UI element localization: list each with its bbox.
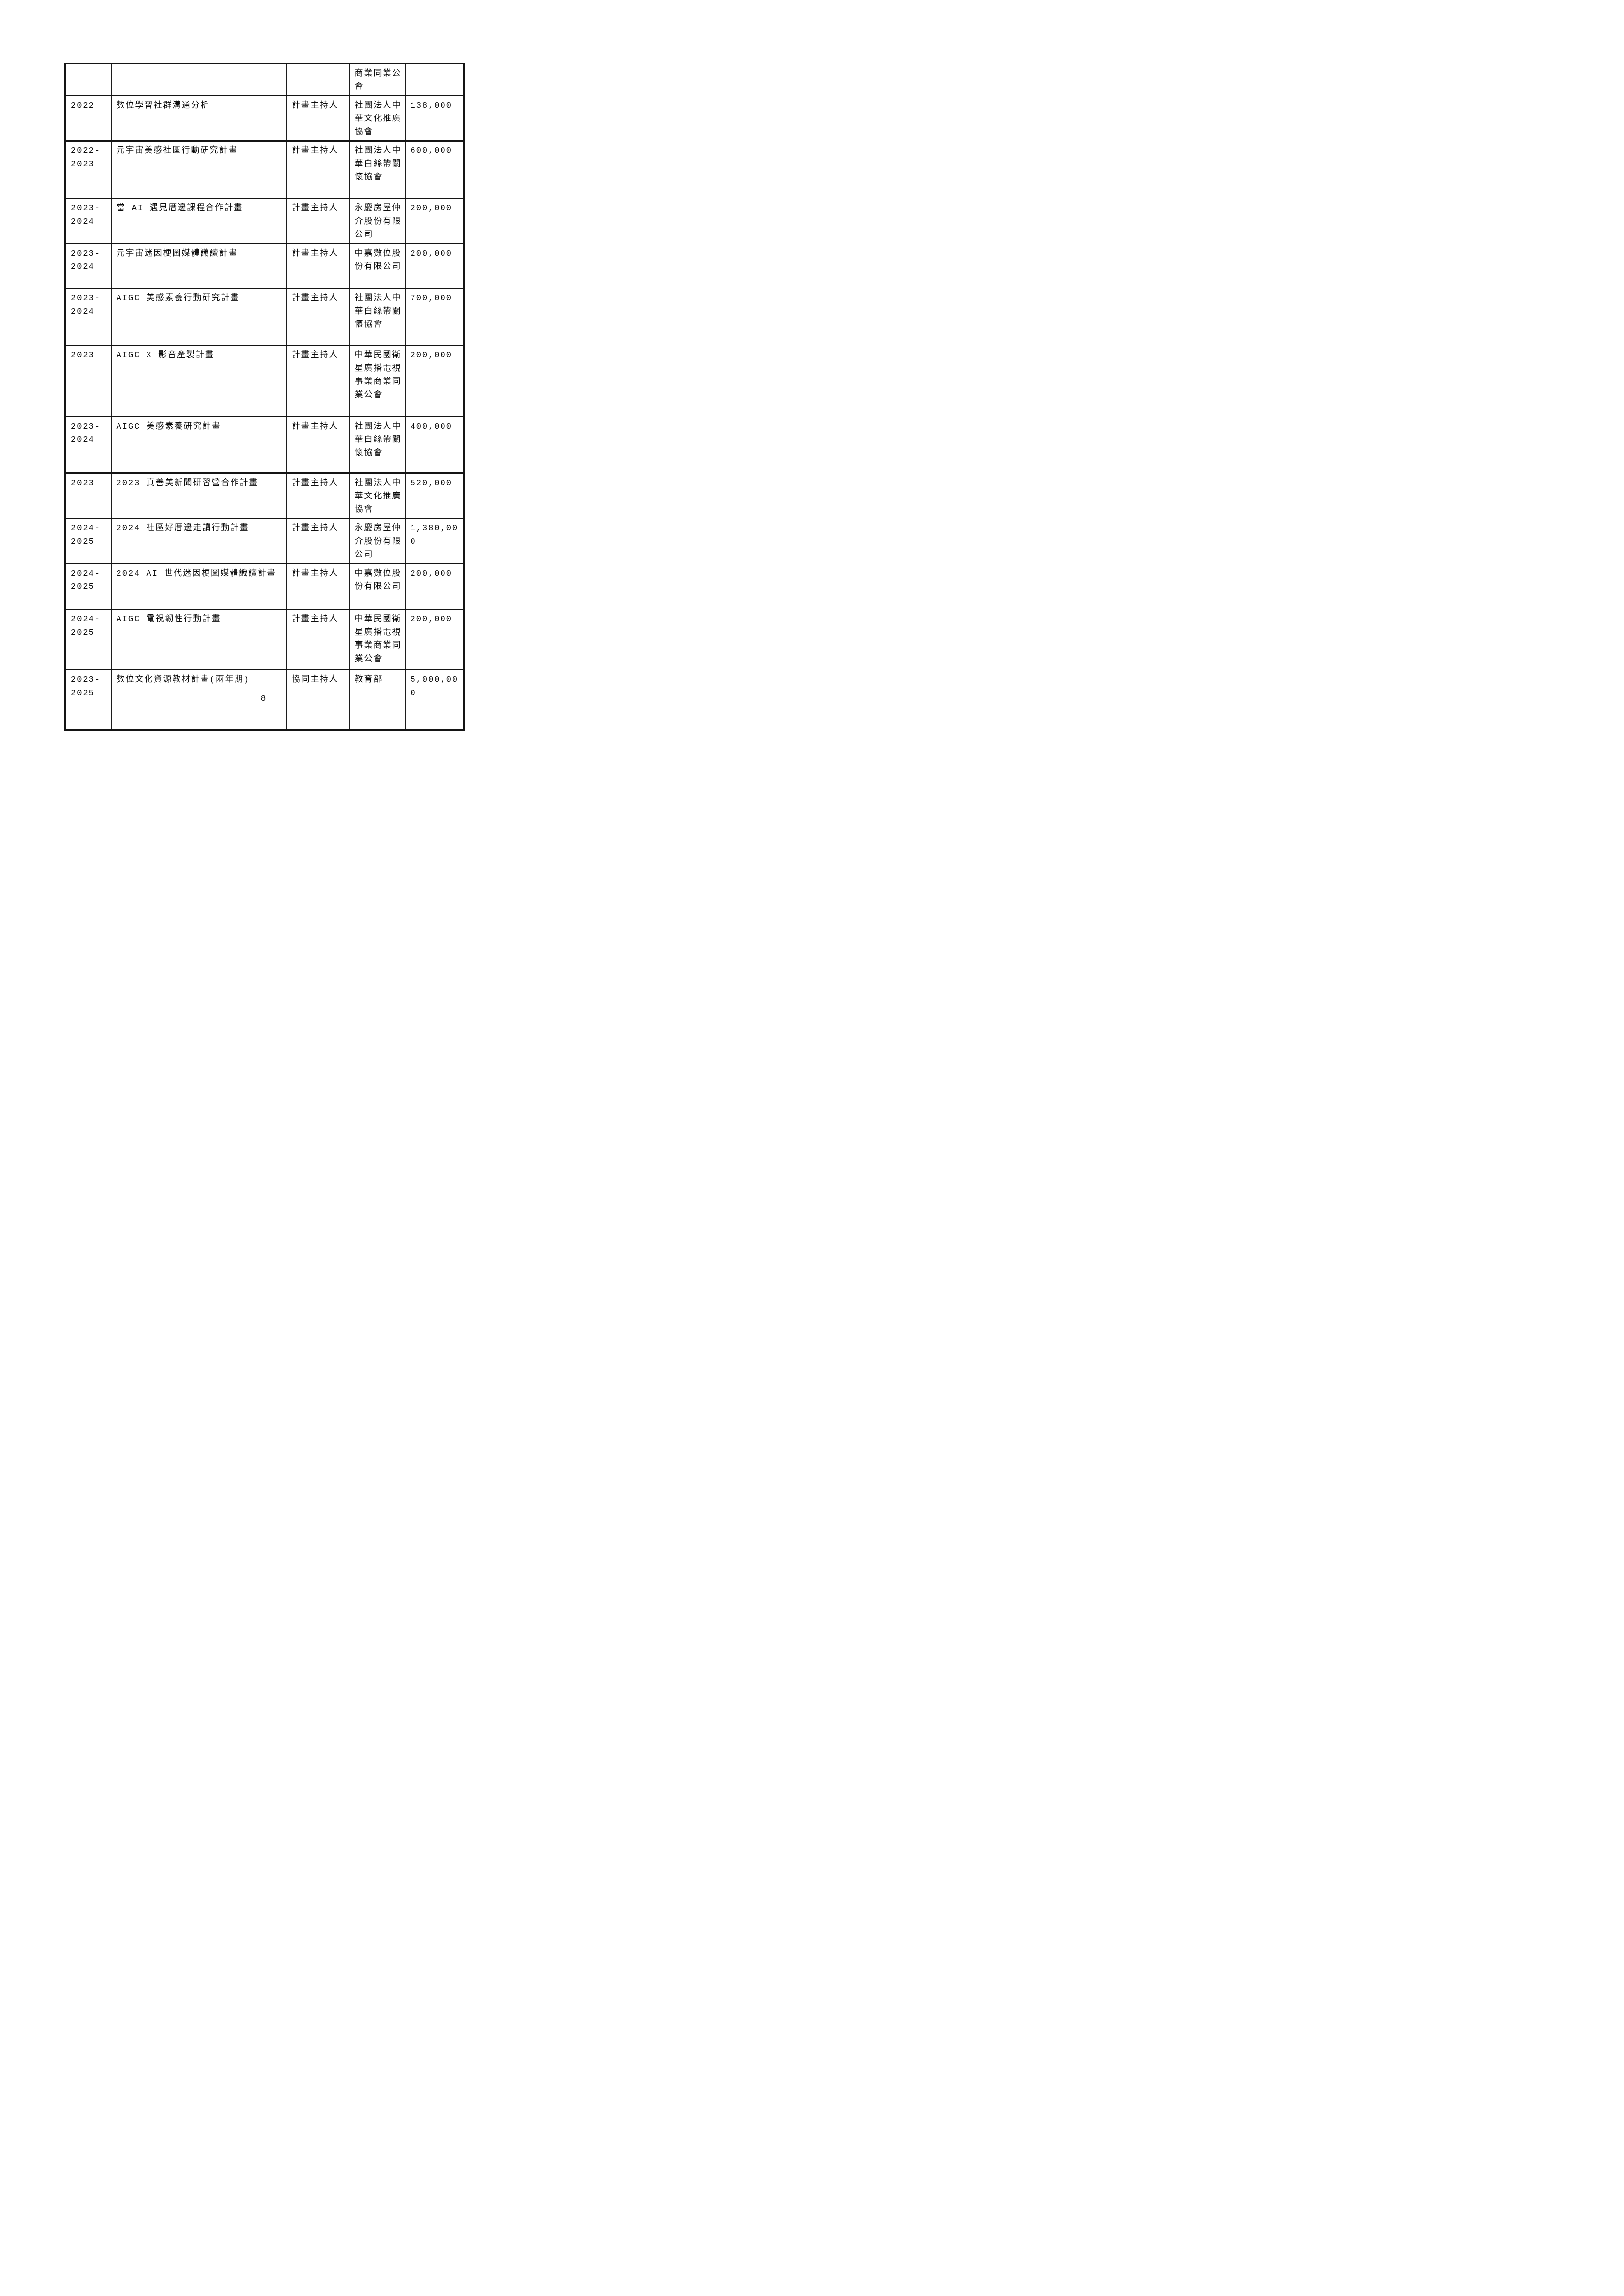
year-cell: 2024-2025	[64, 563, 112, 610]
title-cell: 數位學習社群溝通分析	[110, 95, 287, 142]
document-page: 商業同業公會 2022 數位學習社群溝通分析 計畫主持人 社團法人中華文化推廣協…	[0, 0, 541, 765]
role-cell: 協同主持人	[286, 669, 350, 731]
amount-cell: 520,000	[404, 472, 465, 519]
amount-cell: 200,000	[404, 243, 465, 289]
title-cell: AIGC 電視韌性行動計畫	[110, 609, 287, 670]
role-cell: 計畫主持人	[286, 95, 350, 142]
title-cell: 2023 真善美新聞研習營合作計畫	[110, 472, 287, 519]
amount-cell: 400,000	[404, 416, 465, 474]
year-cell: 2023	[64, 345, 112, 417]
table-row: 2023 AIGC X 影音產製計畫 計畫主持人 中華民國衛星廣播電視事業商業同…	[64, 345, 465, 417]
role-cell: 計畫主持人	[286, 518, 350, 564]
amount-cell: 200,000	[404, 345, 465, 417]
title-cell	[110, 63, 287, 96]
year-cell: 2023	[64, 472, 112, 519]
year-cell: 2024-2025	[64, 609, 112, 670]
year-cell	[64, 63, 112, 96]
title-cell: 數位文化資源教材計畫(兩年期)	[110, 669, 287, 731]
page-number: 8	[260, 694, 266, 704]
title-cell: 元宇宙美感社區行動研究計畫	[110, 140, 287, 199]
table-row: 2023-2024 當 AI 遇見厝邊課程合作計畫 計畫主持人 永慶房屋仲介股份…	[64, 198, 465, 244]
funder-cell: 商業同業公會	[349, 63, 406, 96]
funder-cell: 永慶房屋仲介股份有限公司	[349, 518, 406, 564]
table-row: 2023-2024 AIGC 美感素養行動研究計畫 計畫主持人 社團法人中華白絲…	[64, 288, 465, 346]
amount-cell: 600,000	[404, 140, 465, 199]
year-cell: 2022	[64, 95, 112, 142]
role-cell: 計畫主持人	[286, 609, 350, 670]
table-row: 2023-2024 元宇宙迷因梗圖媒體識讀計畫 計畫主持人 中嘉數位股份有限公司…	[64, 243, 465, 289]
table-row: 2023-2025 數位文化資源教材計畫(兩年期) 協同主持人 教育部 5,00…	[64, 669, 465, 731]
funder-cell: 中嘉數位股份有限公司	[349, 563, 406, 610]
amount-cell: 200,000	[404, 198, 465, 244]
funder-cell: 教育部	[349, 669, 406, 731]
amount-cell: 1,380,000	[404, 518, 465, 564]
year-cell: 2022-2023	[64, 140, 112, 199]
amount-cell: 138,000	[404, 95, 465, 142]
role-cell	[286, 63, 350, 96]
table-row: 商業同業公會	[64, 63, 465, 96]
grants-table: 商業同業公會 2022 數位學習社群溝通分析 計畫主持人 社團法人中華文化推廣協…	[64, 63, 465, 731]
funder-cell: 社團法人中華文化推廣協會	[349, 472, 406, 519]
table-row: 2022-2023 元宇宙美感社區行動研究計畫 計畫主持人 社團法人中華白絲帶關…	[64, 140, 465, 199]
role-cell: 計畫主持人	[286, 563, 350, 610]
table-row: 2023-2024 AIGC 美感素養研究計畫 計畫主持人 社團法人中華白絲帶關…	[64, 416, 465, 474]
funder-cell: 社團法人中華白絲帶關懷協會	[349, 288, 406, 346]
year-cell: 2023-2025	[64, 669, 112, 731]
amount-cell: 200,000	[404, 609, 465, 670]
funder-cell: 中華民國衛星廣播電視事業商業同業公會	[349, 609, 406, 670]
table-row: 2024-2025 AIGC 電視韌性行動計畫 計畫主持人 中華民國衛星廣播電視…	[64, 609, 465, 670]
role-cell: 計畫主持人	[286, 345, 350, 417]
title-cell: AIGC 美感素養行動研究計畫	[110, 288, 287, 346]
table-row: 2022 數位學習社群溝通分析 計畫主持人 社團法人中華文化推廣協會 138,0…	[64, 95, 465, 142]
amount-cell	[404, 63, 465, 96]
amount-cell: 700,000	[404, 288, 465, 346]
role-cell: 計畫主持人	[286, 140, 350, 199]
role-cell: 計畫主持人	[286, 472, 350, 519]
table-row: 2023 2023 真善美新聞研習營合作計畫 計畫主持人 社團法人中華文化推廣協…	[64, 472, 465, 519]
funder-cell: 中嘉數位股份有限公司	[349, 243, 406, 289]
year-cell: 2023-2024	[64, 198, 112, 244]
title-cell: 2024 AI 世代迷因梗圖媒體識讀計畫	[110, 563, 287, 610]
title-cell: AIGC 美感素養研究計畫	[110, 416, 287, 474]
funder-cell: 中華民國衛星廣播電視事業商業同業公會	[349, 345, 406, 417]
title-cell: AIGC X 影音產製計畫	[110, 345, 287, 417]
funder-cell: 社團法人中華白絲帶關懷協會	[349, 140, 406, 199]
table-row: 2024-2025 2024 社區好厝邊走讀行動計畫 計畫主持人 永慶房屋仲介股…	[64, 518, 465, 564]
funder-cell: 永慶房屋仲介股份有限公司	[349, 198, 406, 244]
year-cell: 2023-2024	[64, 243, 112, 289]
role-cell: 計畫主持人	[286, 198, 350, 244]
table-row: 2024-2025 2024 AI 世代迷因梗圖媒體識讀計畫 計畫主持人 中嘉數…	[64, 563, 465, 610]
amount-cell: 5,000,000	[404, 669, 465, 731]
funder-cell: 社團法人中華白絲帶關懷協會	[349, 416, 406, 474]
role-cell: 計畫主持人	[286, 243, 350, 289]
amount-cell: 200,000	[404, 563, 465, 610]
funder-cell: 社團法人中華文化推廣協會	[349, 95, 406, 142]
title-cell: 2024 社區好厝邊走讀行動計畫	[110, 518, 287, 564]
title-cell: 當 AI 遇見厝邊課程合作計畫	[110, 198, 287, 244]
year-cell: 2023-2024	[64, 416, 112, 474]
role-cell: 計畫主持人	[286, 288, 350, 346]
role-cell: 計畫主持人	[286, 416, 350, 474]
year-cell: 2024-2025	[64, 518, 112, 564]
title-cell: 元宇宙迷因梗圖媒體識讀計畫	[110, 243, 287, 289]
year-cell: 2023-2024	[64, 288, 112, 346]
